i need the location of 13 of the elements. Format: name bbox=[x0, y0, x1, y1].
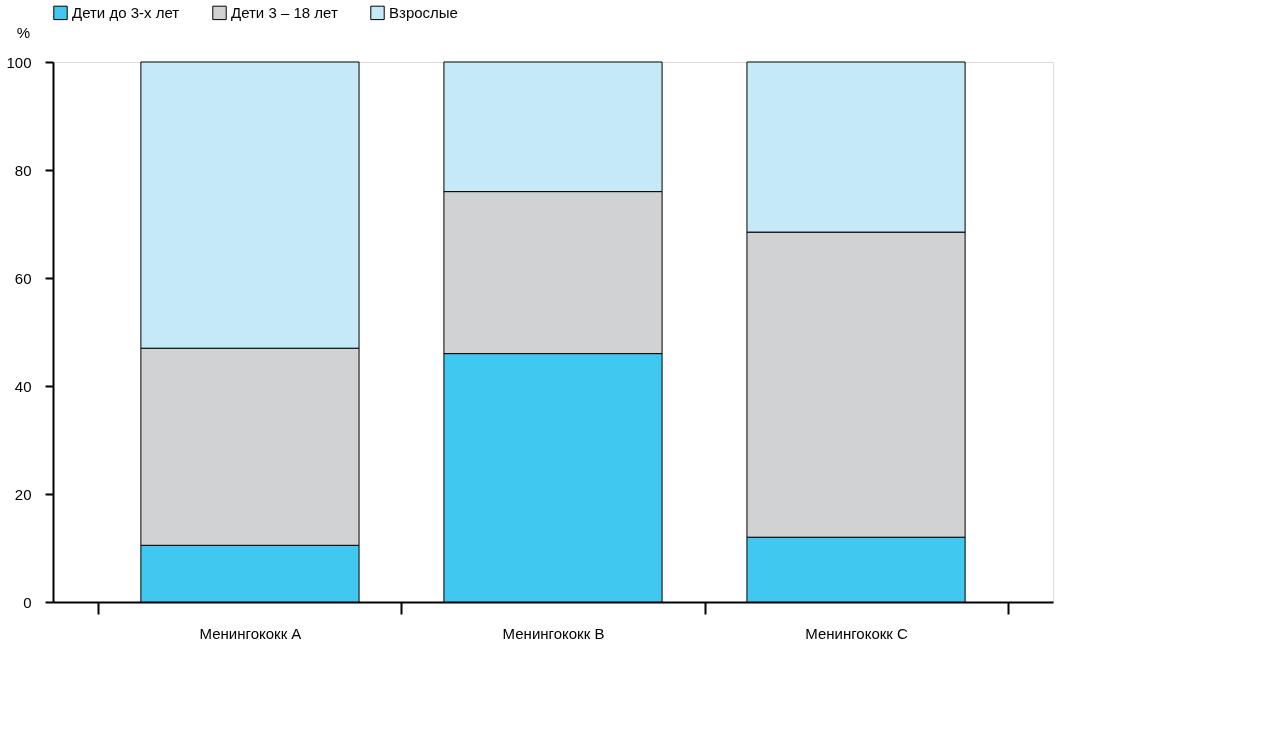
y-tick-label: 80 bbox=[14, 161, 32, 179]
y-tick-label: 60 bbox=[14, 269, 32, 287]
legend-label: Дети до 3-х лет bbox=[72, 3, 180, 21]
y-axis-title: % bbox=[16, 23, 31, 41]
legend-label: Взрослые bbox=[389, 3, 458, 21]
x-tick-label: Менингококк B bbox=[502, 624, 605, 642]
y-tick-label: 20 bbox=[14, 485, 32, 503]
x-tick-label: Менингококк C bbox=[805, 624, 909, 642]
legend-label: Дети 3 – 18 лет bbox=[231, 3, 338, 21]
y-tick-label: 0 bbox=[23, 593, 32, 611]
x-tick-label: Менингококк A bbox=[199, 624, 302, 642]
y-tick-label: 40 bbox=[14, 377, 32, 395]
y-tick-label: 100 bbox=[6, 53, 32, 71]
